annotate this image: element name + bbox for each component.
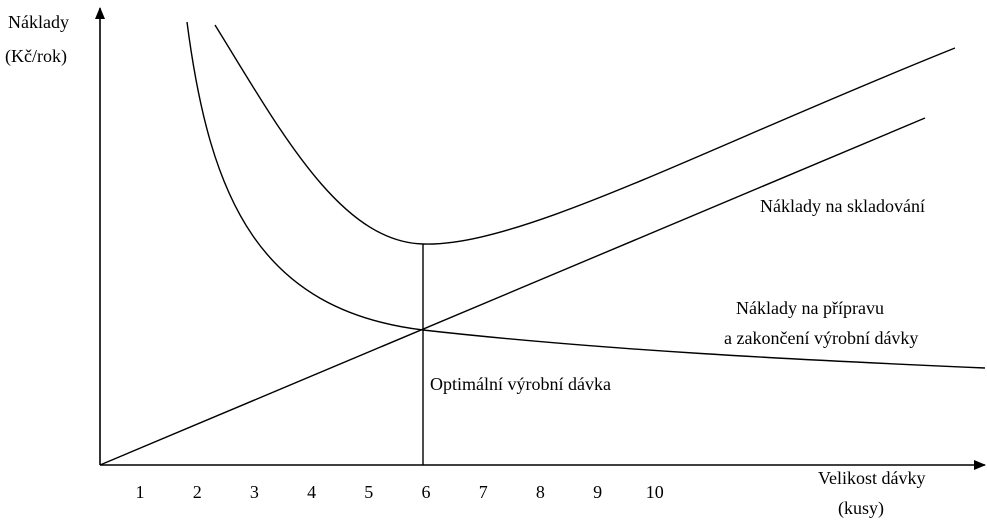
x-tick-label: 3: [250, 482, 259, 502]
x-axis-label: (kusy): [838, 498, 884, 519]
storage-cost-line: [99, 117, 926, 466]
x-tick-label: 1: [136, 482, 145, 502]
storage-label: Náklady na skladování: [760, 196, 925, 216]
x-tick-label: 10: [646, 482, 664, 502]
y-axis-label: (Kč/rok): [5, 46, 67, 67]
x-tick-label: 8: [536, 482, 545, 502]
x-tick-label: 6: [422, 482, 431, 502]
optimum-label: Optimální výrobní dávka: [430, 374, 611, 394]
x-tick-label: 7: [479, 482, 488, 502]
total-cost-curve: [214, 24, 956, 245]
x-tick-label: 4: [307, 482, 316, 502]
x-tick-label: 9: [593, 482, 602, 502]
x-tick-label: 2: [193, 482, 202, 502]
y-axis-label: Náklady: [8, 12, 69, 32]
setup-label: Náklady na přípravu: [736, 298, 884, 318]
setup-label: a zakončení výrobní dávky: [724, 328, 918, 348]
x-tick-label: 5: [364, 482, 373, 502]
x-axis-label: Velikost dávky: [818, 468, 926, 488]
